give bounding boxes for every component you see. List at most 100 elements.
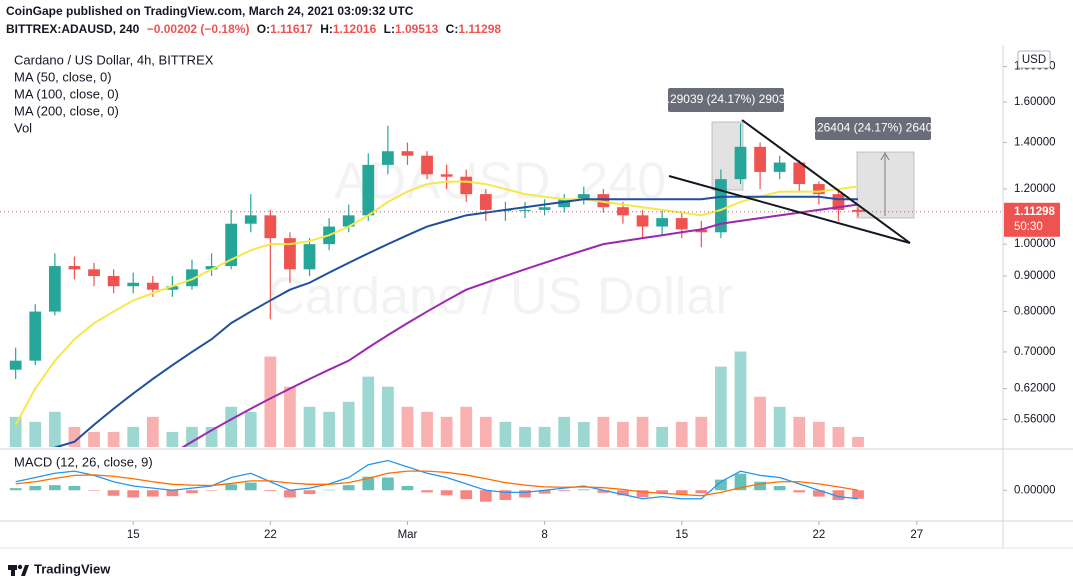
- macd-histogram-bar: [264, 490, 277, 492]
- macd-histogram-bar: [538, 490, 551, 494]
- quote-line: BITTREX:ADAUSD, 240 −0.00202 (−0.18%) O:…: [6, 22, 501, 36]
- y-tick-label: 0.70000: [1014, 346, 1056, 358]
- close-key: C:: [446, 22, 459, 36]
- legend-title: Cardano / US Dollar, 4h, BITTREX: [14, 52, 214, 67]
- candle-body: [675, 218, 688, 230]
- macd-histogram-bar: [812, 490, 825, 497]
- macd-histogram-bar: [440, 490, 453, 496]
- candle-body: [284, 238, 296, 270]
- macd-histogram-bar: [127, 490, 140, 498]
- candle-body: [382, 151, 394, 165]
- volume-bar: [695, 416, 708, 447]
- legend-entry: MA (100, close, 0): [14, 86, 119, 101]
- publisher-line: CoinGape published on TradingView.com, M…: [6, 4, 414, 18]
- macd-histogram-bar: [401, 486, 414, 491]
- candle-body: [68, 266, 81, 270]
- currency-label[interactable]: USD: [1022, 54, 1046, 66]
- candle-body: [519, 209, 531, 211]
- y-tick-label: 1.00000: [1014, 238, 1056, 250]
- macd-histogram-bar: [773, 486, 786, 491]
- macd-histogram-bar: [597, 490, 610, 493]
- candle-body: [440, 174, 453, 177]
- last-price-label: 1.11298: [1014, 206, 1056, 218]
- volume-bar: [577, 421, 590, 447]
- volume-bar: [754, 396, 766, 447]
- candle-body: [538, 207, 551, 210]
- candle-body: [9, 360, 22, 370]
- moving-average: [53, 195, 859, 447]
- macd-histogram-bar: [558, 490, 571, 492]
- macd-histogram-bar: [205, 490, 218, 491]
- volume-bar: [323, 411, 335, 447]
- volume-bar: [793, 416, 806, 447]
- candle-body: [558, 199, 571, 208]
- volume-bar: [284, 386, 296, 447]
- macd-histogram-bar: [499, 490, 512, 501]
- x-tick-label: 15: [127, 529, 140, 541]
- measure-label-box: [815, 117, 931, 140]
- volume-bar: [48, 411, 61, 447]
- macd-histogram-bar: [421, 490, 433, 493]
- volume-bar: [812, 421, 825, 447]
- volume-layer: [9, 351, 864, 447]
- footer-brand[interactable]: TradingView: [34, 561, 111, 576]
- candle-body: [303, 244, 316, 270]
- measure-label-box: [668, 88, 784, 112]
- volume-bar: [460, 406, 473, 447]
- volume-bar: [852, 436, 864, 447]
- high-key: H:: [320, 22, 333, 36]
- currency-tag[interactable]: [1017, 50, 1051, 69]
- macd-histogram-bar: [577, 489, 590, 491]
- volume-bar: [421, 411, 433, 447]
- candle-body: [577, 194, 590, 200]
- volume-bar: [499, 421, 512, 447]
- candle-body: [88, 269, 100, 276]
- volume-bar: [597, 416, 610, 447]
- macd-histogram-bar: [284, 490, 296, 498]
- last-price-tag: [1004, 202, 1060, 237]
- macd-histogram-bar: [656, 490, 669, 494]
- candle-body: [793, 162, 806, 185]
- y-tick-label: 1.20000: [1014, 183, 1056, 195]
- macd-histogram-bar: [323, 489, 335, 491]
- volume-bar: [225, 406, 238, 447]
- volume-bar: [401, 406, 414, 447]
- volume-bar: [205, 426, 218, 447]
- legend-entry: MA (50, close, 0): [14, 69, 112, 84]
- macd-histogram-bar: [460, 490, 473, 500]
- macd-line: [15, 459, 859, 500]
- volume-bar: [68, 426, 81, 447]
- symbol: BITTREX:ADAUSD, 240: [6, 22, 140, 36]
- volume-bar: [479, 416, 492, 447]
- candle-body: [812, 184, 825, 195]
- macd-title: MACD (12, 26, close, 9): [14, 454, 153, 469]
- candle-body: [754, 146, 766, 172]
- open-key: O:: [257, 22, 270, 36]
- y-tick-label: 0.80000: [1014, 306, 1056, 318]
- low-value: 1.09513: [395, 22, 439, 36]
- macd-histogram-bar: [107, 490, 120, 496]
- candle-body: [597, 194, 610, 208]
- volume-bar: [127, 426, 140, 447]
- macd-histogram-bar: [715, 479, 727, 491]
- moving-average: [181, 203, 859, 447]
- volume-bar: [362, 376, 375, 447]
- candle-body: [852, 209, 864, 212]
- volume-bar: [382, 386, 394, 447]
- macd-histogram-bar: [519, 490, 531, 498]
- x-tick-label: 22: [264, 529, 277, 541]
- macd-histogram-bar: [734, 473, 747, 491]
- macd-histogram-bar: [342, 485, 355, 491]
- macd-histogram-bar: [225, 484, 238, 491]
- macd-histogram-bar: [303, 490, 316, 495]
- candle-body: [636, 215, 649, 227]
- candle-body: [617, 207, 629, 216]
- volume-bar: [656, 426, 669, 447]
- candle-body: [166, 286, 179, 290]
- macd-histogram-bar: [186, 490, 198, 494]
- watermark: Cardano / US Dollar: [267, 268, 732, 326]
- footer-logo: [8, 564, 29, 576]
- candles-layer: [9, 123, 864, 379]
- macd-histogram-bar: [68, 486, 81, 491]
